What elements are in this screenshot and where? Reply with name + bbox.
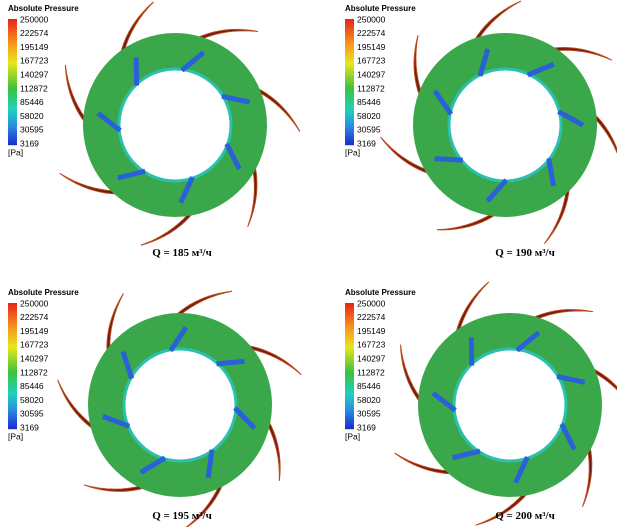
figure: Absolute Pressure25000022257419514916772… <box>0 0 617 527</box>
caption: Q = 200 м³/ч <box>495 510 555 522</box>
legend-label: 222574 <box>20 28 49 38</box>
legend-label: 30595 <box>20 409 44 419</box>
legend-label: 195149 <box>20 42 49 52</box>
colorbar <box>345 303 354 429</box>
ring-inner-edge <box>449 69 561 181</box>
legend-label: 250000 <box>357 14 386 24</box>
legend-label: 167723 <box>357 340 386 350</box>
legend-label: 58020 <box>357 395 381 405</box>
legend-unit: [Pa] <box>8 431 23 441</box>
legend-label: 167723 <box>20 340 49 350</box>
legend-label: 140297 <box>357 353 386 363</box>
legend-label: 167723 <box>20 56 49 66</box>
legend-label: 58020 <box>20 395 44 405</box>
ring-inner-edge <box>119 69 231 181</box>
legend-title: Absolute Pressure <box>8 4 79 13</box>
legend-unit: [Pa] <box>345 431 360 441</box>
legend-label: 195149 <box>357 326 386 336</box>
legend-label: 112872 <box>357 83 385 93</box>
blade-root <box>216 361 244 364</box>
legend-label: 30595 <box>357 125 381 135</box>
colorbar <box>8 303 17 429</box>
caption: Q = 190 м³/ч <box>495 247 555 259</box>
legend-label: 195149 <box>357 42 386 52</box>
legend-label: 250000 <box>357 298 386 308</box>
legend-label: 30595 <box>20 125 44 135</box>
legend-label: 140297 <box>20 353 49 363</box>
colorbar <box>345 19 354 145</box>
legend-label: 222574 <box>357 312 386 322</box>
ring-inner-edge <box>454 349 566 461</box>
legend-unit: [Pa] <box>345 147 360 157</box>
legend-label: 85446 <box>20 381 44 391</box>
legend-label: 85446 <box>20 97 44 107</box>
caption: Q = 195 м³/ч <box>152 510 212 522</box>
legend-label: 112872 <box>357 367 385 377</box>
blade-root <box>435 159 463 161</box>
shroud-ring <box>106 331 254 479</box>
legend-label: 85446 <box>357 381 381 391</box>
legend-title: Absolute Pressure <box>345 4 416 13</box>
legend-label: 195149 <box>20 326 49 336</box>
legend-title: Absolute Pressure <box>345 288 416 297</box>
legend-label: 112872 <box>20 83 48 93</box>
legend-label: 112872 <box>20 367 48 377</box>
legend-label: 250000 <box>20 14 49 24</box>
caption: Q = 185 м³/ч <box>152 247 212 259</box>
legend-label: 58020 <box>20 111 44 121</box>
shroud-ring <box>431 51 579 199</box>
legend-title: Absolute Pressure <box>8 288 79 297</box>
legend-unit: [Pa] <box>8 147 23 157</box>
legend-label: 167723 <box>357 56 386 66</box>
legend-label: 85446 <box>357 97 381 107</box>
legend-label: 140297 <box>357 69 386 79</box>
legend-label: 140297 <box>20 69 49 79</box>
legend-label: 30595 <box>357 409 381 419</box>
legend-label: 222574 <box>20 312 49 322</box>
legend-label: 222574 <box>357 28 386 38</box>
colorbar <box>8 19 17 145</box>
blade-root <box>136 57 137 85</box>
legend-label: 58020 <box>357 111 381 121</box>
legend-label: 250000 <box>20 298 49 308</box>
